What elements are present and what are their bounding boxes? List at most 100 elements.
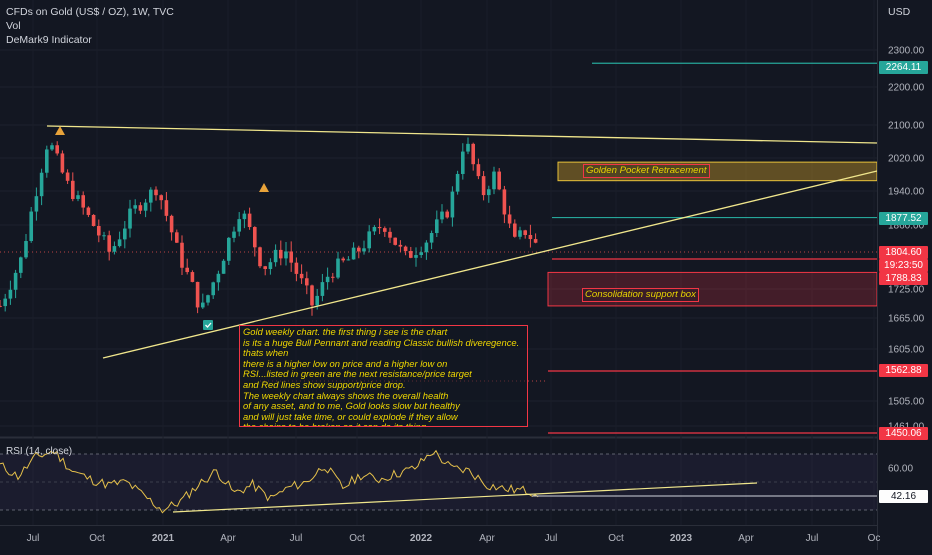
candle-body <box>347 259 351 260</box>
grid <box>0 0 932 526</box>
candle-body <box>523 230 527 235</box>
candle-body <box>497 172 501 190</box>
candle-body <box>113 246 117 252</box>
candle-body <box>128 209 132 229</box>
price-label-2264: 2264.11 <box>879 61 928 74</box>
candle-body <box>3 299 7 306</box>
candle-body <box>508 214 512 223</box>
candle-body <box>404 247 408 251</box>
x-tick-label: 2022 <box>410 533 433 544</box>
vol-label[interactable]: Vol <box>6 20 21 32</box>
rsi-value-label: 42.16 <box>879 490 928 503</box>
candle-body <box>487 189 491 195</box>
symbol-title[interactable]: CFDs on Gold (US$ / OZ), 1W, TVC <box>6 6 174 18</box>
candle-body <box>227 238 231 261</box>
candle-body <box>107 235 111 251</box>
candle-body <box>24 241 28 257</box>
candle-body <box>154 190 158 196</box>
candle-body <box>196 282 200 307</box>
candle-body <box>373 227 377 231</box>
candle-body <box>388 232 392 238</box>
candle-body <box>40 173 44 196</box>
price-label-1877: 1877.52 <box>879 212 928 225</box>
candle-body <box>430 233 434 243</box>
candle-body <box>425 243 429 253</box>
x-tick-label: Oct <box>349 533 365 544</box>
candle-body <box>45 149 49 172</box>
candle-body <box>274 250 278 262</box>
candle-body <box>263 266 267 269</box>
candle-body <box>19 257 23 272</box>
golden-pocket-label[interactable]: Golden Pocket Retracement <box>583 164 710 178</box>
y-tick-label: 1505.00 <box>888 397 925 408</box>
candle-body <box>76 195 80 199</box>
candle-body <box>289 251 293 262</box>
price-label-current: 1804.60 <box>879 246 928 259</box>
candle-body <box>14 273 18 290</box>
candle-body <box>451 192 455 218</box>
candle-body <box>97 226 101 235</box>
candle-body <box>144 203 148 211</box>
candle-body <box>237 219 241 231</box>
candle-body <box>321 282 325 296</box>
y-tick-label: 2100.00 <box>888 121 925 132</box>
candle-body <box>456 174 460 192</box>
candle-body <box>55 145 59 153</box>
rsi-pane <box>0 451 877 513</box>
x-tick-label: Jul <box>27 533 40 544</box>
price-label-1562: 1562.88 <box>879 364 928 377</box>
candle-body <box>310 285 314 305</box>
candle-body <box>222 261 226 274</box>
candle-body <box>409 251 413 258</box>
candle-body <box>279 250 283 258</box>
candle-body <box>305 278 309 285</box>
check-marker-icon <box>203 320 213 330</box>
candle-body <box>66 173 70 181</box>
candle-body <box>248 214 252 227</box>
countdown-label: 19:23:50 <box>879 259 928 272</box>
candle-body <box>466 144 470 152</box>
candle-body <box>159 195 163 200</box>
candle-body <box>399 245 403 247</box>
candle-body <box>393 238 397 245</box>
candle-body <box>435 219 439 233</box>
candle-body <box>440 212 444 220</box>
candle-body <box>139 205 143 211</box>
candle-body <box>315 296 319 305</box>
consolidation-label[interactable]: Consolidation support box <box>582 288 699 302</box>
candle-body <box>180 243 184 268</box>
y-tick-label: 1725.00 <box>888 285 925 296</box>
analysis-note[interactable]: Gold weekly chart. the first thing i see… <box>239 325 528 427</box>
candle-body <box>165 200 169 216</box>
rsi-tick-label: 60.00 <box>888 464 913 475</box>
candle-body <box>529 235 533 239</box>
candle-body <box>513 224 517 237</box>
rsi-title[interactable]: RSI (14, close) <box>6 446 72 457</box>
candle-body <box>492 172 496 190</box>
candle-body <box>258 247 262 266</box>
candle-body <box>269 262 273 269</box>
candle-body <box>419 252 423 255</box>
candle-body <box>445 212 449 218</box>
x-tick-label: Apr <box>738 533 754 544</box>
y-tick-label: 1605.00 <box>888 345 925 356</box>
x-tick-label: Oct <box>89 533 105 544</box>
candle-body <box>87 208 91 215</box>
candle-body <box>534 239 538 243</box>
candle-body <box>9 290 13 299</box>
indicator-label[interactable]: DeMark9 Indicator <box>6 34 92 46</box>
x-tick-label: Oct <box>608 533 624 544</box>
candle-body <box>477 164 481 176</box>
candle-body <box>211 282 215 295</box>
candle-body <box>185 268 189 272</box>
y-tick-label: 1665.00 <box>888 314 925 325</box>
candle-body <box>471 144 475 164</box>
candle-body <box>217 274 221 283</box>
candle-body <box>367 231 371 248</box>
candle-body <box>71 181 75 199</box>
candle-body <box>29 212 33 241</box>
candle-body <box>201 303 205 308</box>
